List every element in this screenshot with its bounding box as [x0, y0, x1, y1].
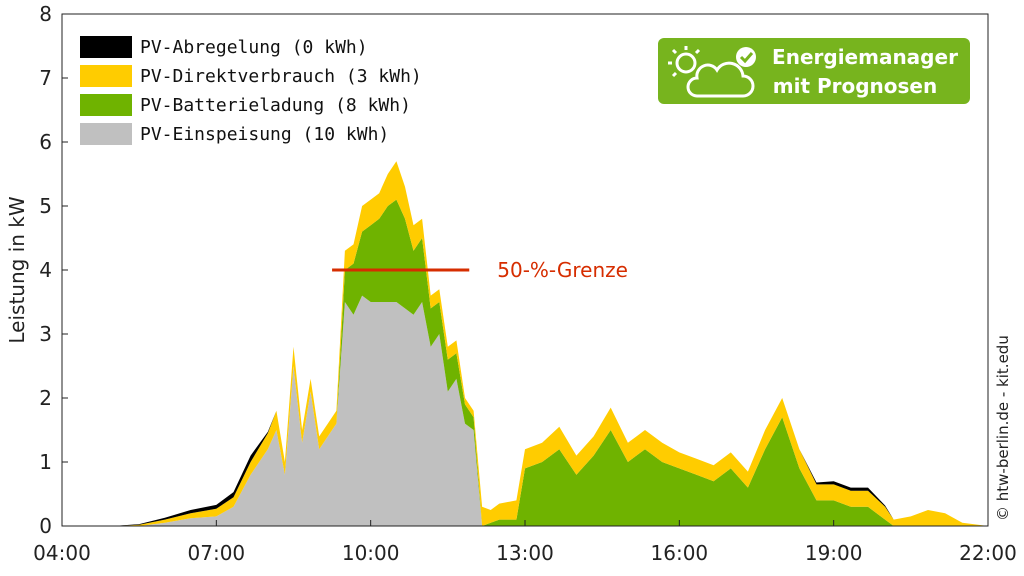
y-axis: 0 1 2 3 4 5 6 7 8 [39, 2, 68, 538]
y-tick-label: 5 [39, 194, 52, 218]
y-tick-label: 1 [39, 450, 52, 474]
x-tick-label: 22:00 [959, 541, 1017, 565]
legend-swatch [80, 94, 132, 116]
legend-swatch [80, 36, 132, 58]
legend: PV-Abregelung (0 kWh) PV-Direktverbrauch … [80, 36, 422, 145]
y-tick-label: 3 [39, 322, 52, 346]
y-tick-label: 4 [39, 258, 52, 282]
x-tick-label: 16:00 [651, 541, 709, 565]
x-tick-label: 04:00 [33, 541, 91, 565]
area-series-3 [62, 161, 988, 526]
x-tick-label: 13:00 [496, 541, 554, 565]
y-tick-label: 0 [39, 514, 52, 538]
y-tick-label: 7 [39, 66, 52, 90]
x-axis: 04:00 07:00 10:00 13:00 16:00 19:00 22:00 [33, 520, 1017, 565]
y-tick-label: 2 [39, 386, 52, 410]
limit-label: 50-%-Grenze [497, 258, 628, 282]
x-tick-label: 07:00 [188, 541, 246, 565]
legend-label: PV-Abregelung (0 kWh) [140, 37, 368, 58]
stacked-areas [62, 161, 988, 526]
area-series-1 [62, 295, 988, 526]
legend-label: PV-Direktverbrauch (3 kWh) [140, 66, 422, 87]
x-tick-label: 19:00 [805, 541, 863, 565]
annotations: 50-%-Grenze [332, 258, 628, 282]
legend-swatch [80, 65, 132, 87]
y-axis-label: Leistung in kW [5, 196, 29, 343]
y-tick-label: 6 [39, 130, 52, 154]
y-tick-label: 8 [39, 2, 52, 26]
energiemanager-badge: Energiemanager mit Prognosen [658, 38, 970, 104]
legend-label: PV-Batterieladung (8 kWh) [140, 95, 411, 116]
badge-line-1: Energiemanager [772, 45, 958, 69]
legend-label: PV-Einspeisung (10 kWh) [140, 124, 389, 145]
legend-swatch [80, 123, 132, 145]
sun-cloud-check-icon [668, 46, 756, 98]
x-tick-label: 10:00 [342, 541, 400, 565]
badge-line-2: mit Prognosen [773, 74, 937, 98]
copyright-text: © htw-berlin.de - kit.edu [994, 335, 1012, 521]
